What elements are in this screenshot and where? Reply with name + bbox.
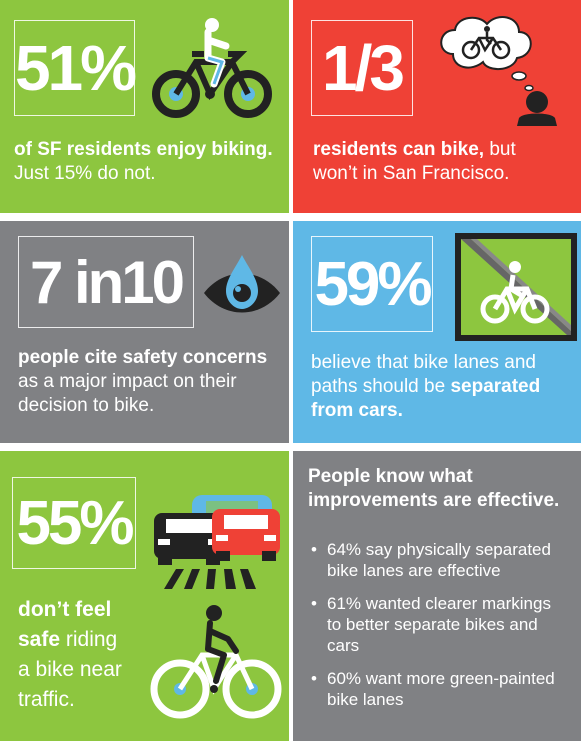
caption-rest-a: but bbox=[484, 139, 516, 160]
caption-line2: as a major impact on their bbox=[18, 371, 237, 392]
stat-panel-biking: 51% of SF residents enjoy biking. Just 1… bbox=[0, 0, 289, 213]
caption-rest-b: won’t in San Francisco. bbox=[313, 163, 510, 184]
stat-7-in-10: 7 in10 bbox=[18, 236, 194, 328]
caption-can-bike: residents can bike, but won’t in San Fra… bbox=[313, 138, 573, 186]
caption-line3: decision to bike. bbox=[18, 395, 155, 416]
caption-line2b: separated bbox=[450, 376, 541, 397]
list-item: 60% want more green-painted bike lanes bbox=[309, 668, 579, 710]
list-item: 61% wanted clearer markings to better se… bbox=[309, 593, 579, 656]
caption-line3: a bike near bbox=[18, 658, 122, 681]
caption-line1: believe that bike lanes and bbox=[311, 352, 536, 373]
caption-safety: people cite safety concerns as a major i… bbox=[18, 346, 288, 418]
caption-bold2: safe bbox=[18, 628, 61, 651]
caption-separated: believe that bike lanes and paths should… bbox=[311, 351, 579, 423]
stat-panel-traffic: 55% don’t feel safe bbox=[0, 451, 289, 741]
list-item: 64% say physically separated bike lanes … bbox=[309, 539, 579, 581]
stat-panel-separated: 59% believe that bike lanes and paths sh… bbox=[293, 221, 581, 443]
bike-lane-sign-icon bbox=[455, 233, 577, 341]
thought-bubble-icon bbox=[440, 16, 557, 126]
caption-traffic: don’t feel safe riding a bike near traff… bbox=[18, 595, 158, 715]
caption-bold: of SF residents enjoy biking. bbox=[14, 139, 273, 160]
cyclist-icon bbox=[152, 18, 272, 118]
stat-one-third: 1/3 bbox=[311, 20, 413, 116]
caption-line3: from cars. bbox=[311, 400, 403, 421]
traffic-cars-cyclist-icon bbox=[150, 495, 282, 719]
caption-bold1: don’t feel bbox=[18, 598, 112, 621]
caption-rest: Just 15% do not. bbox=[14, 163, 156, 184]
caption-bold: residents can bike, bbox=[313, 139, 485, 160]
stat-51-percent: 51% bbox=[14, 20, 137, 116]
eye-tear-icon bbox=[204, 255, 280, 313]
stat-59-percent: 59% bbox=[311, 236, 433, 332]
caption-line2a: paths should be bbox=[311, 376, 451, 397]
stat-panel-can-bike: 1/3 residents can bike, but won’t in San… bbox=[293, 0, 581, 213]
improvements-panel: People know what improvements are effect… bbox=[293, 451, 581, 741]
title-line1: People know what bbox=[308, 466, 473, 487]
caption-rest2: riding bbox=[60, 628, 118, 651]
stat-panel-safety: 7 in10 people cite safety concerns as a … bbox=[0, 221, 289, 443]
improvements-list: 64% say physically separated bike lanes … bbox=[309, 539, 579, 722]
stat-55-percent: 55% bbox=[12, 477, 136, 569]
caption-line4: traffic. bbox=[18, 688, 75, 711]
caption-biking: of SF residents enjoy biking. Just 15% d… bbox=[14, 138, 284, 186]
title-line2: improvements are effective. bbox=[308, 490, 560, 511]
caption-bold: people cite safety concerns bbox=[18, 347, 268, 368]
improvements-title: People know what improvements are effect… bbox=[308, 465, 578, 513]
